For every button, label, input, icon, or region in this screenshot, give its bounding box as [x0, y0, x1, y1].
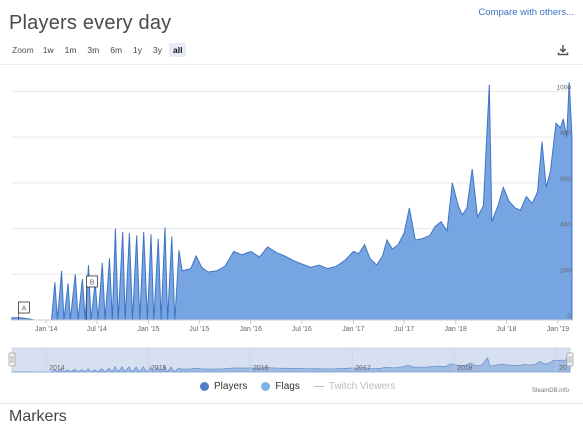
legend-players[interactable]: Players — [200, 381, 247, 392]
y-tick-label: 0 — [567, 313, 571, 320]
y-tick-label: 1000 — [557, 84, 572, 91]
legend-flags-label: Flags — [275, 381, 300, 392]
navigator-year-label: 2015 — [151, 365, 167, 372]
markers-heading: Markers — [9, 408, 67, 425]
x-tick-label: Jan '15 — [137, 326, 159, 333]
header-divider — [0, 64, 583, 65]
legend-twitch-marker — [313, 386, 324, 387]
navigator-right-handle[interactable] — [566, 352, 574, 367]
x-tick-label: Jan '17 — [342, 326, 364, 333]
x-tick-label: Jan '14 — [35, 326, 57, 333]
zoom-1m-button[interactable]: 1m — [64, 45, 77, 55]
zoom-1y-button[interactable]: 1y — [133, 45, 143, 55]
zoom-all-button[interactable]: all — [169, 43, 187, 57]
players-area — [11, 82, 573, 321]
section-divider — [0, 403, 583, 404]
flag-label: A — [22, 305, 27, 312]
chart-legend: Players Flags Twitch Viewers — [200, 381, 395, 392]
zoom-3m-button[interactable]: 3m — [87, 45, 100, 55]
x-tick-label: Jan '18 — [445, 326, 467, 333]
navigator-year-label: 2016 — [253, 365, 269, 372]
navigator-series — [11, 357, 571, 373]
legend-twitch-label: Twitch Viewers — [328, 381, 396, 392]
x-tick-label: Jul '17 — [394, 326, 414, 333]
legend-flags-marker — [261, 382, 271, 391]
zoom-3y-button[interactable]: 3y — [153, 45, 163, 55]
download-icon[interactable] — [557, 44, 569, 56]
compare-link[interactable]: Compare with others... — [478, 7, 574, 18]
x-tick-label: Jul '18 — [496, 326, 516, 333]
y-tick-label: 200 — [560, 267, 571, 274]
zoom-label: Zoom — [12, 45, 34, 55]
x-tick-label: Jan '16 — [240, 326, 262, 333]
navigator-year-label: 2018 — [457, 365, 473, 372]
x-tick-label: Jul '14 — [87, 326, 107, 333]
navigator-year-label: 20 — [559, 365, 567, 372]
legend-twitch[interactable]: Twitch Viewers — [313, 381, 396, 392]
legend-flags[interactable]: Flags — [261, 381, 300, 392]
x-tick-label: Jul '15 — [189, 326, 209, 333]
zoom-6m-button[interactable]: 6m — [110, 45, 123, 55]
flag-label: B — [90, 279, 95, 286]
navigator-left-handle[interactable] — [8, 352, 16, 367]
y-tick-label: 800 — [560, 130, 571, 137]
y-tick-label: 400 — [560, 222, 571, 229]
legend-players-label: Players — [214, 381, 248, 392]
page-title: Players every day — [9, 12, 172, 34]
x-tick-label: Jul '16 — [292, 326, 312, 333]
credit-text: SteamDB.info — [531, 388, 569, 394]
zoom-1w-button[interactable]: 1w — [42, 45, 54, 55]
flag-marker[interactable] — [18, 301, 30, 314]
flag-marker[interactable] — [86, 275, 98, 288]
zoom-controls: Zoom 1w 1m 3m 6m 1y 3y all — [12, 43, 187, 57]
x-tick-label: Jan '19 — [547, 326, 569, 333]
legend-players-marker — [200, 382, 209, 391]
y-tick-label: 600 — [560, 176, 571, 183]
navigator-year-label: 2014 — [49, 365, 65, 372]
navigator-year-label: 2017 — [355, 365, 371, 372]
